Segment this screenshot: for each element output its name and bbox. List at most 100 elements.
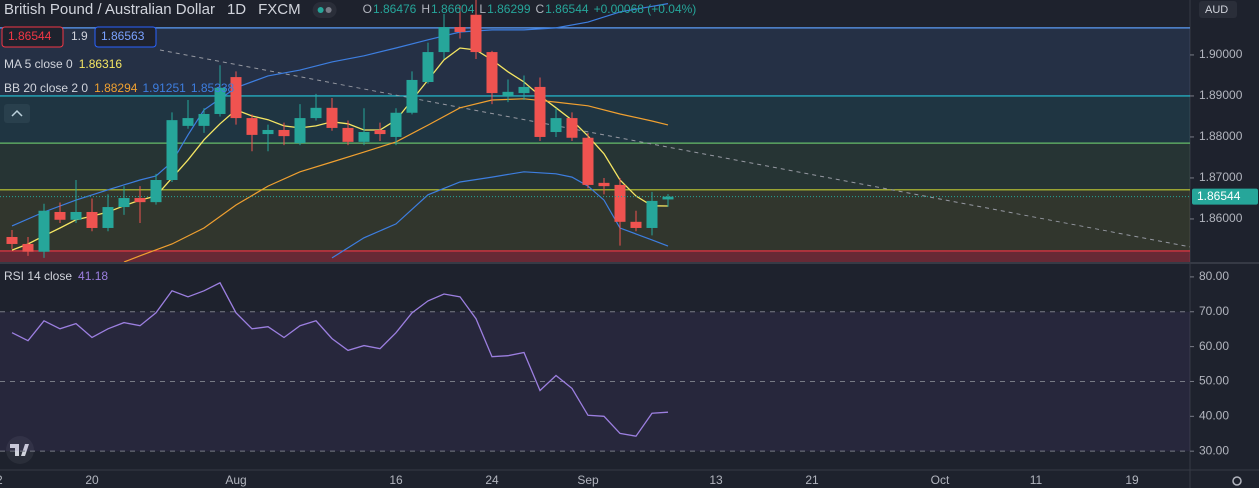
sell-price: 1.86544	[8, 29, 52, 43]
candle-body	[118, 198, 130, 208]
trend-line	[159, 49, 1190, 248]
candle-body	[470, 14, 482, 53]
rsi-line	[11, 281, 669, 437]
last-price-tag	[1192, 188, 1258, 205]
candle-body	[278, 129, 290, 137]
candle-body	[662, 196, 674, 200]
y-tick-label: 60.00	[1199, 339, 1229, 353]
candle-body	[166, 120, 178, 180]
candle-body	[38, 210, 50, 252]
candle-body	[630, 221, 642, 228]
x-tick-label: 11	[1030, 473, 1043, 487]
spread: 1.9	[71, 29, 88, 43]
candle-body	[390, 112, 402, 137]
indicator-value: 1.86316	[79, 57, 123, 71]
ohlc-value: 1.86544	[545, 2, 589, 16]
candle-body	[22, 243, 34, 252]
candle-body	[406, 79, 418, 113]
buy-price: 1.86563	[101, 29, 145, 43]
candle-body	[102, 207, 114, 228]
currency: AUD	[1205, 4, 1228, 16]
x-tick-label: Oct	[931, 473, 950, 487]
header-interval: 1D	[227, 1, 246, 18]
candle-body	[310, 107, 322, 119]
bb-line	[11, 3, 669, 227]
candle-body	[374, 129, 386, 135]
bb-line	[331, 171, 669, 259]
collapse-button[interactable]	[4, 104, 30, 123]
x-tick-label: 20	[85, 473, 99, 487]
ohlc-change: +0.00068 (+0.04%)	[594, 2, 697, 16]
y-tick-label: 1.89000	[1199, 88, 1243, 102]
x-tick-label: Sep	[577, 473, 599, 487]
market-status-dot	[325, 7, 332, 13]
x-tick-label: 13	[709, 473, 723, 487]
candle-body	[294, 118, 306, 144]
y-tick-label: 1.90000	[1199, 47, 1243, 61]
candle-body	[214, 87, 226, 114]
candle-body	[326, 107, 338, 128]
candle-body	[518, 86, 530, 94]
market-status	[312, 2, 337, 18]
pane	[0, 0, 1190, 262]
candle-body	[582, 137, 594, 185]
candle-body	[182, 118, 194, 126]
indicator-value: 1.91251	[142, 81, 186, 95]
candle-body	[614, 184, 626, 222]
candle-body	[342, 127, 354, 142]
candle-body	[6, 236, 18, 244]
x-tick-label: 24	[485, 473, 499, 487]
candle-body	[550, 118, 562, 133]
candle-body	[358, 132, 370, 142]
indicator-name: RSI 14 close	[4, 269, 72, 283]
header-symbol: British Pound / Australian Dollar	[4, 1, 215, 18]
candle-body	[646, 200, 658, 228]
candle-body	[534, 86, 546, 137]
market-status-dot	[317, 7, 324, 13]
ohlc-key: C	[536, 2, 545, 16]
y-tick-label: 30.00	[1199, 443, 1229, 457]
level-zone	[0, 143, 1190, 190]
level-zone	[0, 189, 1190, 251]
y-tick-label: 80.00	[1199, 269, 1229, 283]
x-tick-label: 19	[1125, 473, 1139, 487]
indicator-name: MA 5 close 0	[4, 57, 73, 71]
candle-body	[502, 91, 514, 96]
candle-body	[198, 113, 210, 126]
candle-body	[230, 77, 242, 119]
candle-body	[438, 27, 450, 53]
pane	[0, 281, 1190, 452]
level-zone	[0, 27, 1190, 96]
x-tick-label: 16	[389, 473, 403, 487]
ohlc-value: 1.86476	[373, 2, 417, 16]
candle-body	[86, 211, 98, 228]
y-tick-label: 1.87000	[1199, 170, 1243, 184]
header-exchange: FXCM	[258, 1, 301, 18]
candle-body	[598, 182, 610, 187]
candle-body	[134, 198, 146, 203]
ohlc-value: 1.86299	[487, 2, 531, 16]
x-tick-label: Aug	[225, 473, 246, 487]
candle-body	[246, 118, 258, 135]
ohlc-key: L	[479, 2, 486, 16]
candle-body	[150, 179, 162, 203]
currency-box[interactable]	[1199, 1, 1237, 18]
y-tick-label: 40.00	[1199, 408, 1229, 422]
candle-body	[54, 211, 66, 220]
y-tick-label: 1.86000	[1199, 211, 1243, 225]
ohlc-value: 1.86604	[431, 2, 475, 16]
level-zone	[0, 250, 1190, 262]
level-zone	[0, 95, 1190, 144]
settings-icon[interactable]	[1232, 476, 1242, 486]
candle-body	[70, 211, 82, 220]
y-tick-label: 1.88000	[1199, 129, 1243, 143]
last-price-label: 1.86544	[1197, 189, 1241, 203]
ohlc-key: H	[421, 2, 430, 16]
candle-body	[566, 118, 578, 138]
ohlc-key: O	[363, 2, 372, 16]
x-tick-label: 12	[0, 473, 3, 487]
y-tick-label: 50.00	[1199, 374, 1229, 388]
candle-body	[486, 52, 498, 94]
